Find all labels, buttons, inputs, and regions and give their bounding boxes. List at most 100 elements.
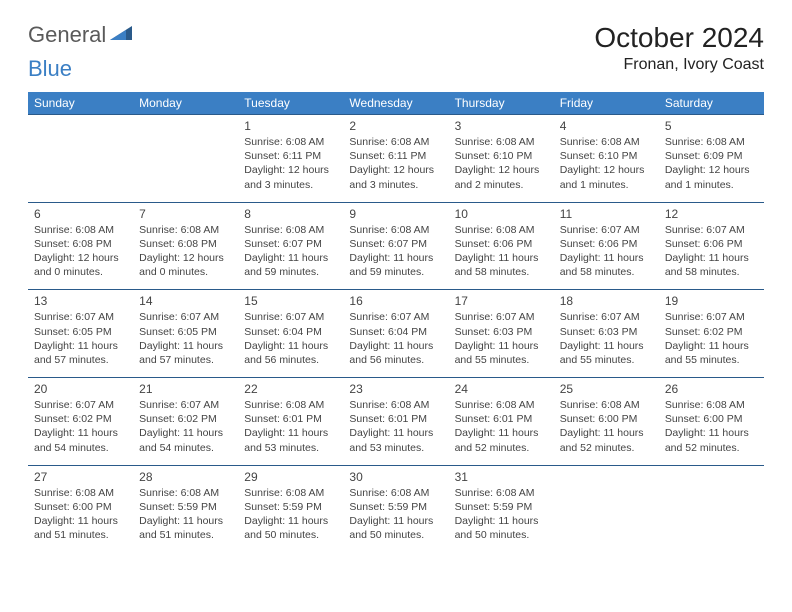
day-cell: 24 Sunrise: 6:08 AMSunset: 6:01 PMDayligh… — [449, 378, 554, 466]
logo-triangle-icon — [110, 24, 132, 47]
day-number: 4 — [560, 119, 653, 133]
day-detail: Sunrise: 6:08 AMSunset: 5:59 PMDaylight:… — [139, 486, 232, 543]
day-detail: Sunrise: 6:07 AMSunset: 6:06 PMDaylight:… — [560, 223, 653, 280]
day-cell: 27 Sunrise: 6:08 AMSunset: 6:00 PMDayligh… — [28, 465, 133, 552]
day-detail: Sunrise: 6:07 AMSunset: 6:04 PMDaylight:… — [244, 310, 337, 367]
empty-cell — [28, 115, 133, 203]
day-number: 9 — [349, 207, 442, 221]
day-number: 8 — [244, 207, 337, 221]
day-detail: Sunrise: 6:08 AMSunset: 6:01 PMDaylight:… — [455, 398, 548, 455]
day-number: 22 — [244, 382, 337, 396]
day-number: 13 — [34, 294, 127, 308]
day-cell: 26Sunrise: 6:08 AMSunset: 6:00 PMDayligh… — [659, 378, 764, 466]
day-detail: Sunrise: 6:08 AMSunset: 6:10 PMDaylight:… — [455, 135, 548, 192]
day-number: 10 — [455, 207, 548, 221]
day-number: 6 — [34, 207, 127, 221]
day-cell: 15 Sunrise: 6:07 AMSunset: 6:04 PMDayligh… — [238, 290, 343, 378]
day-detail: Sunrise: 6:08 AMSunset: 6:07 PMDaylight:… — [349, 223, 442, 280]
day-detail: Sunrise: 6:07 AMSunset: 6:02 PMDaylight:… — [665, 310, 758, 367]
day-cell: 29 Sunrise: 6:08 AMSunset: 5:59 PMDayligh… — [238, 465, 343, 552]
empty-cell — [133, 115, 238, 203]
day-cell: 25 Sunrise: 6:08 AMSunset: 6:00 PMDayligh… — [554, 378, 659, 466]
dayname-thursday: Thursday — [449, 92, 554, 115]
day-cell: 20 Sunrise: 6:07 AMSunset: 6:02 PMDayligh… — [28, 378, 133, 466]
day-cell: 8 Sunrise: 6:08 AMSunset: 6:07 PMDaylight… — [238, 202, 343, 290]
day-detail: Sunrise: 6:07 AMSunset: 6:04 PMDaylight:… — [349, 310, 442, 367]
day-detail: Sunrise: 6:08 AMSunset: 6:10 PMDaylight:… — [560, 135, 653, 192]
day-detail: Sunrise: 6:08 AMSunset: 5:59 PMDaylight:… — [349, 486, 442, 543]
day-cell: 9 Sunrise: 6:08 AMSunset: 6:07 PMDaylight… — [343, 202, 448, 290]
day-detail: Sunrise: 6:07 AMSunset: 6:03 PMDaylight:… — [560, 310, 653, 367]
day-detail: Sunrise: 6:08 AMSunset: 6:06 PMDaylight:… — [455, 223, 548, 280]
day-detail: Sunrise: 6:08 AMSunset: 6:01 PMDaylight:… — [349, 398, 442, 455]
logo-word2: Blue — [28, 56, 72, 82]
day-cell: 17 Sunrise: 6:07 AMSunset: 6:03 PMDayligh… — [449, 290, 554, 378]
location: Fronan, Ivory Coast — [594, 56, 764, 74]
day-cell: 3 Sunrise: 6:08 AMSunset: 6:10 PMDaylight… — [449, 115, 554, 203]
day-detail: Sunrise: 6:08 AMSunset: 5:59 PMDaylight:… — [244, 486, 337, 543]
day-number: 24 — [455, 382, 548, 396]
day-cell: 31Sunrise: 6:08 AMSunset: 5:59 PMDayligh… — [449, 465, 554, 552]
day-number: 1 — [244, 119, 337, 133]
week-row: 13 Sunrise: 6:07 AMSunset: 6:05 PMDayligh… — [28, 290, 764, 378]
day-number: 21 — [139, 382, 232, 396]
day-number: 31 — [455, 470, 548, 484]
day-detail: Sunrise: 6:08 AMSunset: 6:08 PMDaylight:… — [139, 223, 232, 280]
day-number: 29 — [244, 470, 337, 484]
day-detail: Sunrise: 6:07 AMSunset: 6:06 PMDaylight:… — [665, 223, 758, 280]
week-row: 20 Sunrise: 6:07 AMSunset: 6:02 PMDayligh… — [28, 378, 764, 466]
day-number: 15 — [244, 294, 337, 308]
day-cell: 30 Sunrise: 6:08 AMSunset: 5:59 PMDayligh… — [343, 465, 448, 552]
dayname-monday: Monday — [133, 92, 238, 115]
day-number: 18 — [560, 294, 653, 308]
day-cell: 14 Sunrise: 6:07 AMSunset: 6:05 PMDayligh… — [133, 290, 238, 378]
week-row: 6 Sunrise: 6:08 AMSunset: 6:08 PMDaylight… — [28, 202, 764, 290]
day-cell: 5 Sunrise: 6:08 AMSunset: 6:09 PMDaylight… — [659, 115, 764, 203]
dayname-friday: Friday — [554, 92, 659, 115]
day-number: 25 — [560, 382, 653, 396]
dayname-wednesday: Wednesday — [343, 92, 448, 115]
day-detail: Sunrise: 6:08 AMSunset: 6:00 PMDaylight:… — [665, 398, 758, 455]
day-number: 11 — [560, 207, 653, 221]
calendar-head: SundayMondayTuesdayWednesdayThursdayFrid… — [28, 92, 764, 115]
day-number: 23 — [349, 382, 442, 396]
day-detail: Sunrise: 6:08 AMSunset: 6:00 PMDaylight:… — [34, 486, 127, 543]
day-detail: Sunrise: 6:08 AMSunset: 6:11 PMDaylight:… — [349, 135, 442, 192]
day-detail: Sunrise: 6:07 AMSunset: 6:03 PMDaylight:… — [455, 310, 548, 367]
day-detail: Sunrise: 6:07 AMSunset: 6:05 PMDaylight:… — [139, 310, 232, 367]
day-cell: 12 Sunrise: 6:07 AMSunset: 6:06 PMDayligh… — [659, 202, 764, 290]
day-number: 2 — [349, 119, 442, 133]
day-detail: Sunrise: 6:07 AMSunset: 6:02 PMDaylight:… — [34, 398, 127, 455]
day-detail: Sunrise: 6:08 AMSunset: 6:08 PMDaylight:… — [34, 223, 127, 280]
day-detail: Sunrise: 6:08 AMSunset: 6:00 PMDaylight:… — [560, 398, 653, 455]
day-cell: 23 Sunrise: 6:08 AMSunset: 6:01 PMDayligh… — [343, 378, 448, 466]
day-detail: Sunrise: 6:08 AMSunset: 6:11 PMDaylight:… — [244, 135, 337, 192]
day-cell: 22Sunrise: 6:08 AMSunset: 6:01 PMDayligh… — [238, 378, 343, 466]
day-detail: Sunrise: 6:08 AMSunset: 6:07 PMDaylight:… — [244, 223, 337, 280]
empty-cell — [554, 465, 659, 552]
day-cell: 7Sunrise: 6:08 AMSunset: 6:08 PMDaylight… — [133, 202, 238, 290]
day-cell: 21Sunrise: 6:07 AMSunset: 6:02 PMDayligh… — [133, 378, 238, 466]
day-number: 30 — [349, 470, 442, 484]
month-title: October 2024 — [594, 22, 764, 54]
day-number: 3 — [455, 119, 548, 133]
day-cell: 1 Sunrise: 6:08 AMSunset: 6:11 PMDaylight… — [238, 115, 343, 203]
day-number: 20 — [34, 382, 127, 396]
day-number: 12 — [665, 207, 758, 221]
dayname-saturday: Saturday — [659, 92, 764, 115]
day-cell: 4 Sunrise: 6:08 AMSunset: 6:10 PMDaylight… — [554, 115, 659, 203]
day-cell: 10 Sunrise: 6:08 AMSunset: 6:06 PMDayligh… — [449, 202, 554, 290]
day-number: 27 — [34, 470, 127, 484]
day-cell: 16 Sunrise: 6:07 AMSunset: 6:04 PMDayligh… — [343, 290, 448, 378]
day-number: 5 — [665, 119, 758, 133]
day-number: 19 — [665, 294, 758, 308]
day-number: 17 — [455, 294, 548, 308]
day-detail: Sunrise: 6:08 AMSunset: 6:09 PMDaylight:… — [665, 135, 758, 192]
day-number: 16 — [349, 294, 442, 308]
day-number: 28 — [139, 470, 232, 484]
week-row: 1 Sunrise: 6:08 AMSunset: 6:11 PMDaylight… — [28, 115, 764, 203]
title-block: October 2024 Fronan, Ivory Coast — [594, 22, 764, 74]
day-cell: 2 Sunrise: 6:08 AMSunset: 6:11 PMDaylight… — [343, 115, 448, 203]
dayname-tuesday: Tuesday — [238, 92, 343, 115]
day-number: 14 — [139, 294, 232, 308]
